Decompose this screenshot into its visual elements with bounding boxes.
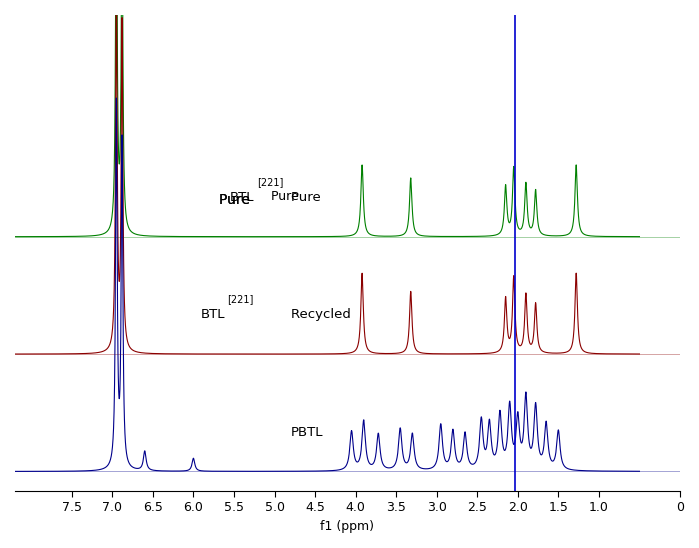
Text: Pure: Pure — [291, 191, 325, 204]
Text: BTL: BTL — [230, 191, 254, 204]
Text: Pure: Pure — [271, 190, 303, 203]
Text: BTL: BTL — [201, 307, 225, 321]
Text: Pure: Pure — [219, 193, 254, 207]
X-axis label: f1 (ppm): f1 (ppm) — [321, 520, 375, 533]
Text: [221]: [221] — [257, 177, 283, 187]
Text: [221]: [221] — [227, 294, 254, 305]
Text: Pure: Pure — [219, 193, 254, 207]
Text: PBTL: PBTL — [291, 426, 323, 439]
Text: Recycled: Recycled — [291, 307, 355, 321]
